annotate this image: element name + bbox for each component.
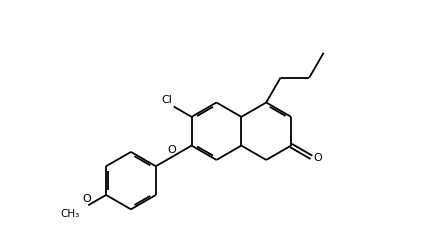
- Text: CH₃: CH₃: [60, 209, 80, 219]
- Text: O: O: [314, 153, 322, 163]
- Text: Cl: Cl: [161, 95, 172, 105]
- Text: O: O: [82, 194, 91, 204]
- Text: O: O: [167, 145, 176, 155]
